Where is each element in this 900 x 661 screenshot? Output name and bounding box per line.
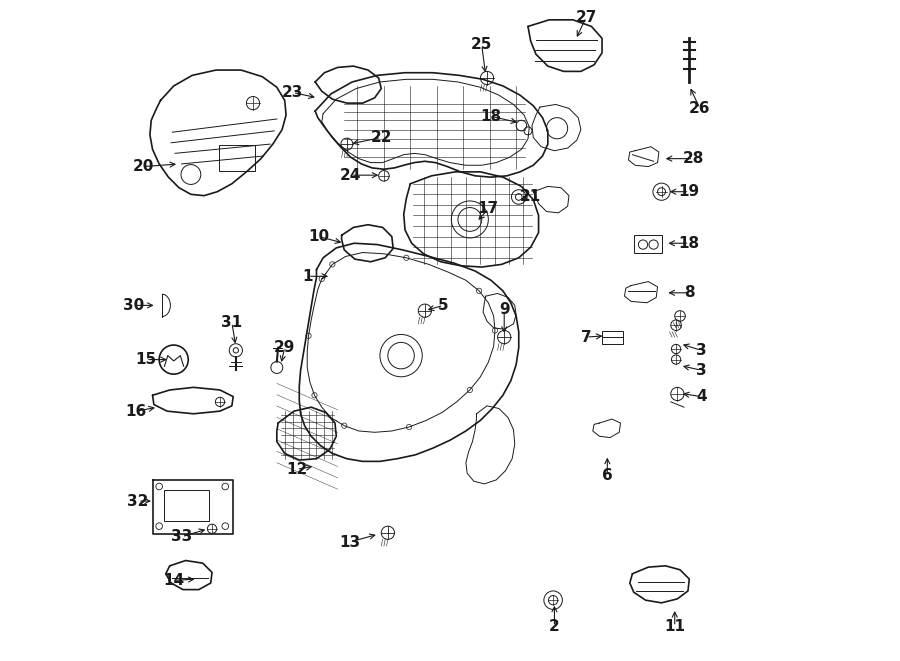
Bar: [634, 235, 661, 253]
Text: 12: 12: [286, 462, 307, 477]
Text: 9: 9: [499, 302, 509, 317]
Text: 27: 27: [575, 10, 597, 24]
Text: 17: 17: [478, 202, 499, 216]
Text: 1: 1: [302, 269, 313, 284]
Text: 7: 7: [580, 330, 591, 344]
Text: 33: 33: [171, 529, 193, 544]
Text: 28: 28: [682, 151, 704, 166]
Text: 10: 10: [309, 229, 329, 244]
Text: 23: 23: [282, 85, 303, 100]
Text: 4: 4: [696, 389, 706, 404]
Text: 32: 32: [127, 494, 148, 508]
Text: 21: 21: [520, 190, 541, 204]
Text: 3: 3: [696, 343, 706, 358]
Text: 15: 15: [135, 352, 157, 367]
Text: 25: 25: [471, 38, 492, 52]
Text: 29: 29: [274, 340, 295, 354]
Text: 18: 18: [679, 236, 700, 251]
Text: 20: 20: [132, 159, 154, 174]
Text: 19: 19: [679, 184, 700, 199]
Text: 13: 13: [339, 535, 360, 549]
Text: 26: 26: [689, 101, 711, 116]
Text: 11: 11: [664, 619, 685, 634]
Text: 8: 8: [684, 286, 695, 300]
Text: 30: 30: [123, 298, 145, 313]
Text: 5: 5: [438, 298, 449, 313]
Bar: [219, 145, 255, 171]
Text: 6: 6: [602, 469, 613, 483]
Text: 2: 2: [549, 619, 560, 634]
Text: 31: 31: [221, 315, 242, 330]
Bar: [165, 490, 210, 521]
Text: 14: 14: [163, 573, 184, 588]
Text: 16: 16: [125, 404, 147, 418]
Text: 24: 24: [340, 168, 362, 182]
Text: 18: 18: [481, 109, 501, 124]
Bar: [602, 330, 623, 344]
Text: 3: 3: [696, 363, 706, 377]
Text: 22: 22: [371, 130, 392, 145]
